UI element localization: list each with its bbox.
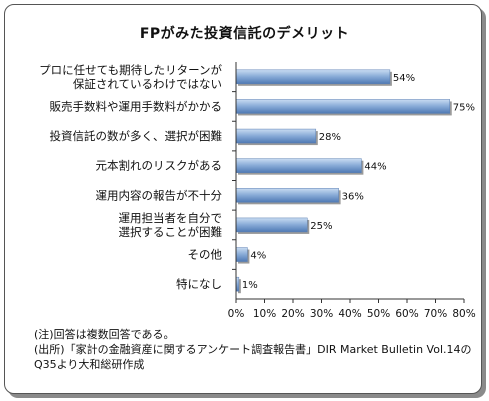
bar (235, 69, 391, 85)
x-tick-label: 80% (452, 308, 475, 320)
category-label: その他 (188, 248, 223, 262)
bar (235, 128, 317, 144)
footnotes: (注)回答は複数回答である。 (出所)「家計の金融資産に関するアンケート調査報告… (34, 327, 472, 372)
data-label: 25% (310, 221, 332, 232)
bar (235, 158, 362, 173)
category-label: 保証されているわけではない (73, 77, 222, 91)
data-label: 4% (250, 251, 266, 262)
data-label: 54% (393, 73, 415, 84)
category-label: 元本割れのリスクがある (96, 159, 223, 173)
category-label: プロに任せても期待したリターンが (39, 63, 222, 77)
source-line-cont: Q35より大和総研作成 (34, 358, 145, 371)
category-label: 投資信託の数が多く、選択が困難 (50, 129, 223, 143)
x-tick-label: 20% (281, 308, 304, 320)
bar (235, 247, 248, 262)
x-tick-label: 10% (253, 308, 276, 320)
source-line: (出所)「家計の金融資産に関するアンケート調査報告書」DIR Market Bu… (34, 343, 472, 356)
category-label: 特になし (176, 277, 222, 291)
x-tick-label: 50% (367, 308, 390, 320)
chart-title: FPがみた投資信託のデメリット (139, 26, 350, 42)
bar (235, 99, 450, 114)
data-label: 36% (342, 191, 364, 202)
bar (235, 188, 339, 203)
data-label: 75% (453, 102, 475, 113)
x-tick-label: 40% (338, 308, 361, 320)
bar-shadow (238, 279, 241, 294)
x-tick-label: 0% (228, 308, 245, 320)
category-label: 運用担当者を自分で (119, 211, 223, 225)
data-label: 28% (319, 132, 341, 143)
data-label: 1% (242, 280, 258, 291)
data-label: 44% (364, 162, 386, 173)
category-label: 選択することが困難 (119, 225, 223, 239)
bar (235, 217, 308, 233)
category-label: 販売手数料や運用手数料がかかる (50, 99, 223, 113)
x-tick-label: 70% (424, 308, 447, 320)
note-line: (注)回答は複数回答である。 (34, 328, 175, 341)
x-tick-label: 60% (395, 308, 418, 320)
x-tick-label: 30% (310, 308, 333, 320)
category-label: 運用内容の報告が不十分 (96, 188, 223, 202)
